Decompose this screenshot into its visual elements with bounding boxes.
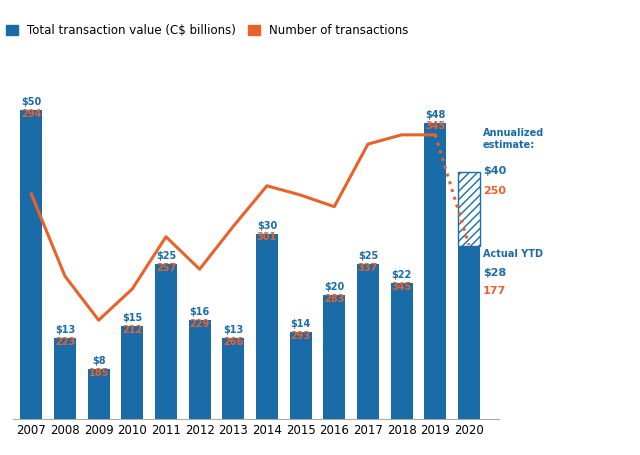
Bar xyxy=(20,111,42,419)
Text: 294: 294 xyxy=(21,109,42,119)
Text: 177: 177 xyxy=(483,286,506,296)
Bar xyxy=(256,234,278,419)
Bar xyxy=(122,326,143,419)
Bar xyxy=(323,295,345,419)
Text: Actual YTD: Actual YTD xyxy=(483,249,543,259)
Text: $50: $50 xyxy=(21,97,42,107)
Text: $8: $8 xyxy=(92,356,106,366)
Bar xyxy=(88,369,109,419)
Text: $25: $25 xyxy=(156,252,176,262)
Text: 250: 250 xyxy=(483,186,506,196)
Text: 345: 345 xyxy=(425,121,445,131)
Text: $25: $25 xyxy=(358,252,378,262)
Bar xyxy=(458,172,480,246)
Bar xyxy=(424,123,446,419)
Text: 257: 257 xyxy=(156,263,176,273)
Text: 301: 301 xyxy=(257,233,277,243)
Text: $40: $40 xyxy=(483,166,506,176)
Text: $30: $30 xyxy=(257,221,277,231)
Text: 266: 266 xyxy=(223,337,243,347)
Text: 185: 185 xyxy=(88,368,109,378)
Text: $48: $48 xyxy=(425,110,445,120)
Text: 212: 212 xyxy=(122,325,143,335)
Text: $14: $14 xyxy=(291,319,311,329)
Bar xyxy=(357,264,379,419)
Text: 345: 345 xyxy=(392,282,412,292)
Text: $16: $16 xyxy=(189,307,210,317)
Text: $13: $13 xyxy=(55,325,75,335)
Bar xyxy=(54,339,76,419)
Bar xyxy=(155,264,177,419)
Text: $22: $22 xyxy=(392,270,412,280)
Bar xyxy=(222,339,244,419)
Bar xyxy=(390,283,413,419)
Text: 283: 283 xyxy=(324,294,344,304)
Text: 229: 229 xyxy=(189,319,210,329)
Legend: Total transaction value (C$ billions), Number of transactions: Total transaction value (C$ billions), N… xyxy=(1,20,413,42)
Text: $15: $15 xyxy=(122,313,143,323)
Bar xyxy=(189,320,211,419)
Text: $20: $20 xyxy=(324,282,344,292)
Text: Annualized
estimate:: Annualized estimate: xyxy=(483,128,544,151)
Text: $13: $13 xyxy=(223,325,243,335)
Text: 337: 337 xyxy=(358,263,378,273)
Text: 293: 293 xyxy=(291,331,311,341)
Bar xyxy=(290,332,312,419)
Bar xyxy=(458,246,480,419)
Text: 223: 223 xyxy=(55,337,75,347)
Text: $28: $28 xyxy=(483,268,506,278)
